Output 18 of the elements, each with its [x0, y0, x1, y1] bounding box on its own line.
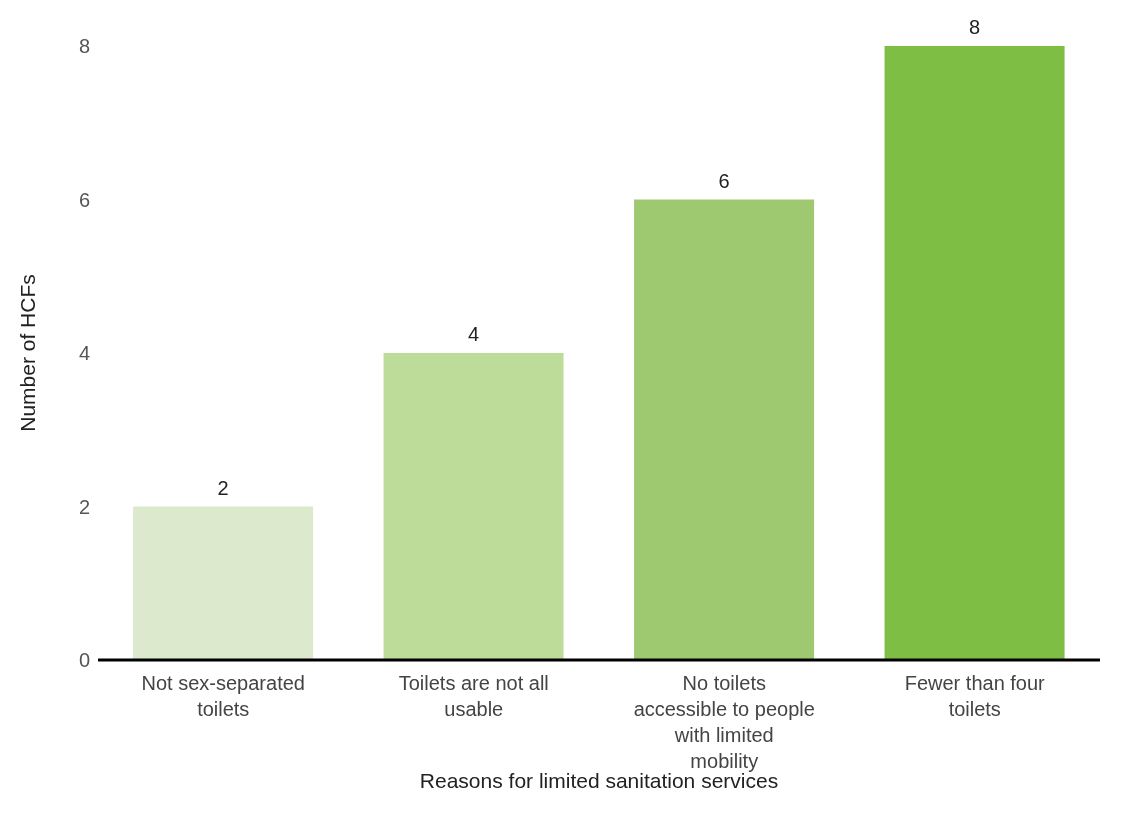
bar [634, 199, 815, 660]
y-tick-label: 2 [78, 495, 90, 518]
data-label: 6 [718, 169, 730, 192]
x-tick-label: Toilets are not all usable [398, 672, 549, 720]
data-label: 4 [468, 323, 480, 345]
y-tick-label: 8 [78, 35, 90, 58]
x-tick-label: Not sex-separated toilets [141, 672, 305, 720]
data-label: 2 [217, 476, 229, 499]
y-tick-label: 6 [78, 188, 90, 211]
bar [383, 353, 564, 660]
x-tick-label: Fewer than four toilets [904, 672, 1046, 720]
bar [884, 46, 1065, 660]
y-tick-label: 0 [78, 649, 90, 672]
data-label: 8 [969, 16, 981, 38]
bar [133, 506, 314, 660]
x-tick-label: No toilets accessible to people with limited mobility [633, 672, 815, 772]
y-axis-title: Number of HCFs [16, 274, 40, 432]
y-tick-label: 4 [78, 342, 90, 365]
